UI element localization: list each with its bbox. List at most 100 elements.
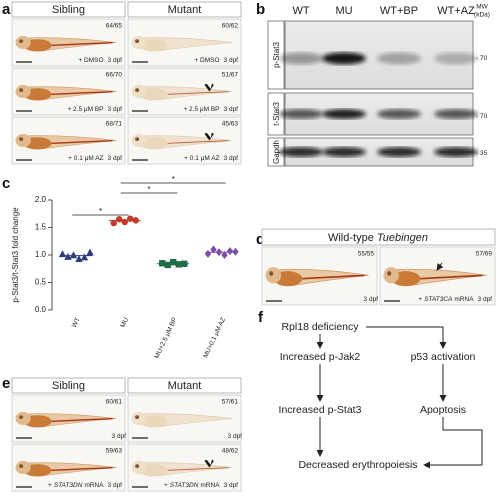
treatment-prefix: + [418, 296, 422, 303]
title-text: Wild-type [328, 232, 374, 244]
mw-marker: - 70 [476, 113, 488, 120]
data-point [175, 261, 182, 268]
embryo [15, 35, 117, 52]
stage: 3 dpf [108, 57, 123, 64]
header-box [127, 377, 242, 394]
column-header: Mutant [168, 380, 202, 392]
y-axis-label: p-Stat3/t-Stat3 fold change [11, 207, 20, 303]
embryo [131, 411, 233, 428]
embryo-head [383, 267, 400, 284]
significance-star: * [99, 207, 102, 216]
count-label: 66/70 [106, 72, 123, 79]
embryo-eye [19, 137, 24, 141]
treatment-label: + DMSO 3 dpf [78, 57, 122, 64]
flow-node: Rpl18 deficiency [281, 321, 359, 333]
data-point [121, 218, 128, 226]
arrowhead [204, 83, 214, 92]
embryo-head [131, 133, 147, 148]
embryo-head [15, 84, 31, 99]
flowchart: Rpl18 deficiency Increased p-Jak2 p53 ac… [279, 321, 483, 471]
blood-stripe [51, 91, 113, 95]
count-label: 48/62 [222, 448, 239, 455]
treatment-label: + STAT3DN mRNA 3 dpf [164, 482, 238, 489]
title-italic: Tuebingen [377, 232, 428, 244]
header-box [11, 1, 126, 18]
x-tick-label: MU+0.1 μM AZ [202, 317, 227, 360]
data-point [221, 251, 228, 259]
treatment-prefix: + [164, 482, 168, 489]
blood-stripe [302, 274, 365, 280]
stage: 3 dpf [364, 296, 379, 303]
data-point [110, 219, 117, 227]
data-point [181, 260, 188, 267]
embryo-tail [144, 37, 233, 52]
x-tick-label: MU+2.5 μM BP [154, 317, 179, 360]
embryo-eye [19, 88, 24, 92]
flow-arrow [366, 326, 447, 349]
header-box [261, 228, 496, 246]
treatment: + 2.5 μM BP [183, 106, 219, 113]
treatment-label: 3 dpf [112, 433, 127, 440]
panel-letter: e [2, 375, 10, 392]
treatment: + DMSO [194, 57, 219, 64]
treatment-label: + STAT3DN mRNA 3 dpf [48, 482, 122, 489]
embryo [131, 133, 233, 150]
header-box [127, 1, 242, 18]
data-point [132, 217, 139, 224]
embryo-eye [135, 415, 140, 419]
lane-label: WT+AZ [437, 5, 475, 17]
embryo-head [131, 460, 147, 475]
lane-label: WT+BP [380, 5, 418, 17]
stage: 3 dpf [224, 482, 239, 489]
significance-star: * [172, 175, 175, 184]
embryo-eye [135, 464, 140, 468]
embryo-eye [19, 415, 24, 419]
embryo [15, 84, 117, 101]
flow-node: Apoptosis [420, 404, 466, 416]
significance-star: * [147, 185, 150, 194]
data-point [80, 253, 89, 261]
stage: 3 dpf [112, 433, 127, 440]
blot-band [279, 52, 323, 65]
embryo [15, 460, 117, 477]
treatment-label: + 2.5 μM BP 3 dpf [183, 106, 238, 113]
embryo [15, 133, 117, 150]
stage: 3 dpf [228, 433, 243, 440]
count-label: 57/61 [222, 399, 239, 406]
blood-stripe [167, 140, 229, 144]
treatment-suffix: mRNA [200, 482, 220, 489]
data-point [215, 248, 223, 257]
count-label: 60/62 [222, 23, 239, 30]
blot-band [322, 109, 366, 119]
treatment-label: 3 dpf [228, 433, 243, 440]
flow-node: Increased p-Stat3 [279, 404, 362, 416]
panel-letter: d [256, 231, 265, 248]
x-tick-label: WT [71, 317, 82, 329]
stage: 3 dpf [108, 482, 123, 489]
data-point [116, 216, 123, 223]
mw-marker: - 70 [476, 55, 488, 62]
count-label: 59/63 [106, 448, 123, 455]
treatment-label: + 2.5 μM BP 3 dpf [67, 106, 122, 113]
stage: 3 dpf [108, 155, 123, 162]
data-point [69, 251, 78, 259]
data-point [170, 258, 177, 266]
data-point [127, 215, 134, 222]
count-label: 55/55 [358, 251, 375, 258]
panel-letter: c [2, 175, 10, 192]
treatment: + DMSO [78, 57, 103, 64]
embryo-eye [135, 88, 140, 92]
count-label: 57/69 [476, 251, 493, 258]
treatment-label: + DMSO 3 dpf [194, 57, 238, 64]
embryo-head [131, 84, 147, 99]
embryo-head [15, 133, 31, 148]
blood-stripe [51, 467, 113, 471]
embryo-head [15, 411, 31, 426]
treatment-label: 3 dpf [364, 296, 379, 303]
flow-node: p53 activation [411, 351, 476, 363]
gene: STAT3CA [424, 296, 452, 303]
count-label: 45/63 [222, 121, 239, 128]
blot-band [434, 109, 478, 119]
y-tick-label: 1.0 [35, 250, 47, 259]
embryo-eye [269, 271, 274, 276]
